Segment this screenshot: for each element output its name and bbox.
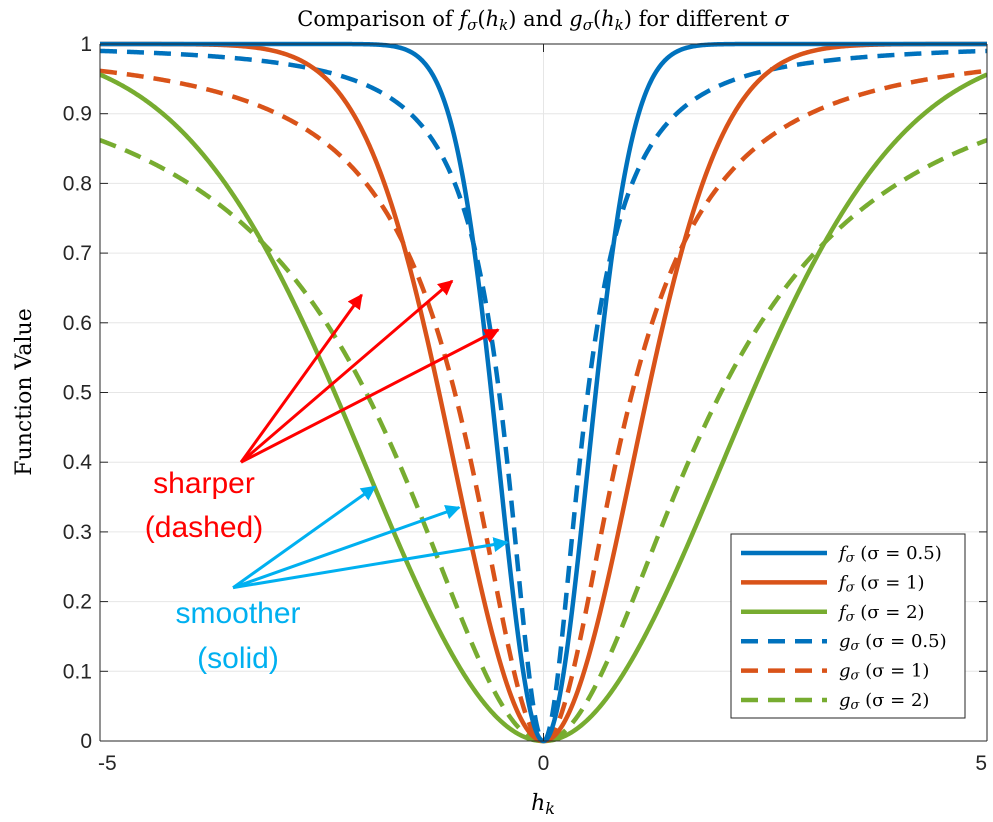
legend-entry: gσ (σ = 2) [839,690,929,713]
y-tick-label: 0.2 [63,591,92,614]
axes: 0 0.1 0.2 0.3 0.4 0.5 0.6 0.7 0.8 0.9 1 -5 0 5 [63,33,988,775]
y-tick-label: 0.8 [63,172,92,195]
legend: fσ (σ = 0.5)fσ (σ = 1)fσ (σ = 2)gσ (σ = … [730,533,966,719]
legend-entry: gσ (σ = 1) [839,661,929,684]
x-tick-label: 5 [975,752,987,775]
chart-title: Comparison of fσ(hk) and gσ(hk) for diff… [297,7,789,34]
y-tick-label: 0.6 [63,312,92,335]
y-tick-label: 0.3 [63,521,92,544]
y-axis-label: Function Value [12,308,37,475]
y-tick-label: 1 [80,33,92,56]
annotation-text: smoother [175,597,300,630]
annotation-arrow [240,279,454,464]
annotation-arrow [232,504,461,590]
annotation-text: (dashed) [145,511,263,544]
x-tick-label: 0 [538,752,550,775]
y-tick-label: 0.1 [63,660,92,683]
annotations: sharper (dashed) smoother (solid) [145,279,509,675]
y-tick-label: 0 [80,730,92,753]
annotation-text: (solid) [197,642,279,675]
annotation-text: sharper [153,467,255,500]
annotation-arrow [239,293,363,464]
series-line-g-sigma-1 [100,68,987,744]
legend-entry: gσ (σ = 0.5) [839,631,947,654]
annotation-arrow [240,328,500,464]
series-line-g-sigma-2 [100,138,987,744]
x-axis-label: hk [531,791,555,818]
annotation-arrow [232,485,377,589]
y-tick-label: 0.7 [63,242,92,265]
y-tick-label: 0.5 [63,382,92,405]
x-tick-label: -5 [98,752,117,775]
annotation-arrow [232,537,509,590]
y-tick-label: 0.4 [63,451,93,474]
legend-box [730,533,966,719]
y-tick-label: 0.9 [63,103,92,126]
